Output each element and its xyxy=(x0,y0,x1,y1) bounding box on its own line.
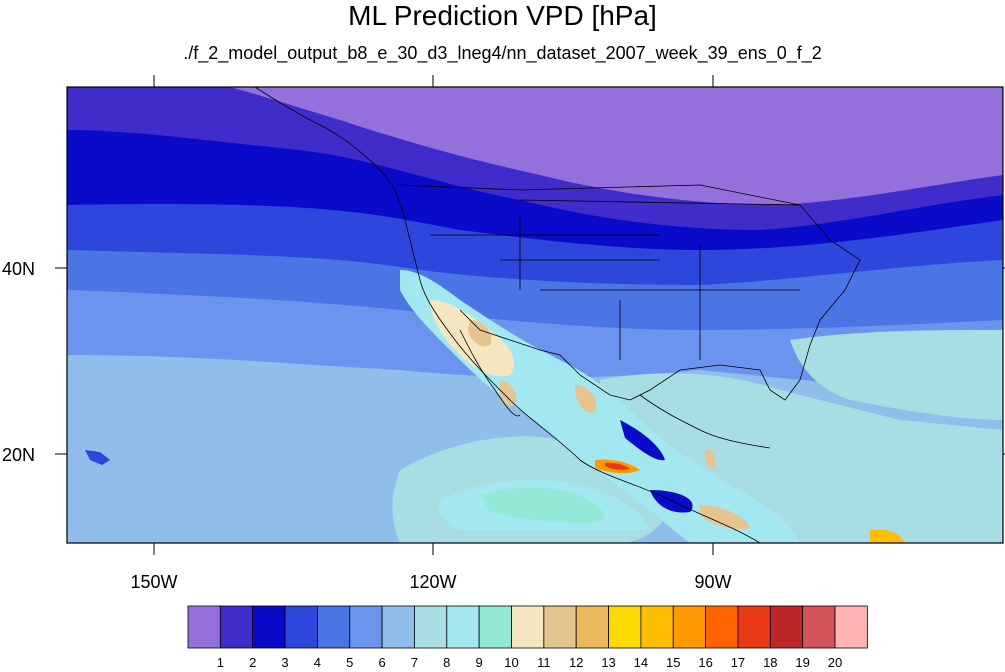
colorbar-swatch xyxy=(834,605,868,649)
colorbar-label: 17 xyxy=(731,655,745,670)
colorbar-label: 14 xyxy=(634,655,648,670)
colorbar-swatch xyxy=(640,605,674,649)
colorbar-label: 9 xyxy=(476,655,483,670)
colorbar: 1 2 3 4 5 6 7 8 9 10 11 12 13 14 15 16 17 18 19 20 xyxy=(187,605,868,670)
vpd-band-8 xyxy=(600,373,1003,543)
vpd-band-11 xyxy=(468,320,492,347)
colorbar-label: 19 xyxy=(795,655,809,670)
vpd-band-9 xyxy=(480,487,604,523)
colorbar-label: 3 xyxy=(281,655,288,670)
lon-label-90w: 90W xyxy=(694,572,731,592)
colorbar-swatch xyxy=(187,605,221,649)
colorbar-swatch xyxy=(284,605,318,649)
colorbar-swatch xyxy=(446,605,480,649)
colorbar-label: 6 xyxy=(378,655,385,670)
colorbar-label: 10 xyxy=(504,655,518,670)
colorbar-swatch xyxy=(769,605,804,649)
lon-label-120w: 120W xyxy=(409,572,456,592)
colorbar-label: 2 xyxy=(249,655,256,670)
colorbar-swatch xyxy=(316,605,351,649)
vpd-band-14 xyxy=(870,529,905,543)
colorbar-swatch xyxy=(252,605,286,649)
colorbar-swatch xyxy=(219,605,254,649)
plot-frame xyxy=(66,86,1004,544)
colorbar-label: 7 xyxy=(411,655,418,670)
vpd-band-1 xyxy=(230,87,1003,205)
lat-label-40n: 40N xyxy=(2,259,35,279)
colorbar-swatch xyxy=(511,605,545,649)
map-title: ML Prediction VPD [hPa] xyxy=(348,0,657,31)
axis-ticks xyxy=(55,75,1005,555)
colorbar-swatch xyxy=(705,605,739,649)
axis-labels: 40N 20N 150W 120W 90W xyxy=(2,259,732,592)
colorbar-swatch xyxy=(672,605,706,649)
colorbar-swatch xyxy=(414,605,448,649)
colorbar-swatch xyxy=(737,605,771,649)
colorbar-label: 12 xyxy=(569,655,583,670)
colorbar-label: 16 xyxy=(698,655,712,670)
colorbar-label: 18 xyxy=(763,655,777,670)
colorbar-label: 11 xyxy=(537,655,551,670)
colorbar-swatch xyxy=(349,605,383,649)
colorbar-label: 20 xyxy=(828,655,842,670)
colorbar-swatch xyxy=(608,605,642,649)
map-subtitle: ./f_2_model_output_b8_e_30_d3_lneg4/nn_d… xyxy=(183,43,822,63)
colorbar-swatch xyxy=(478,605,512,649)
colorbar-swatch xyxy=(543,605,577,649)
vpd-band-17 xyxy=(605,462,630,470)
lon-label-150w: 150W xyxy=(130,572,177,592)
coastlines xyxy=(254,87,861,543)
colorbar-label: 8 xyxy=(443,655,450,670)
colorbar-label: 4 xyxy=(314,655,321,670)
colorbar-swatch xyxy=(575,605,609,649)
colorbar-label: 5 xyxy=(346,655,353,670)
lat-label-20n: 20N xyxy=(2,445,35,465)
colorbar-swatch xyxy=(381,605,415,649)
colorbar-swatch xyxy=(802,605,836,649)
vpd-field xyxy=(67,87,1003,543)
colorbar-label: 13 xyxy=(601,655,615,670)
colorbar-label: 1 xyxy=(217,655,224,670)
colorbar-label: 15 xyxy=(666,655,680,670)
